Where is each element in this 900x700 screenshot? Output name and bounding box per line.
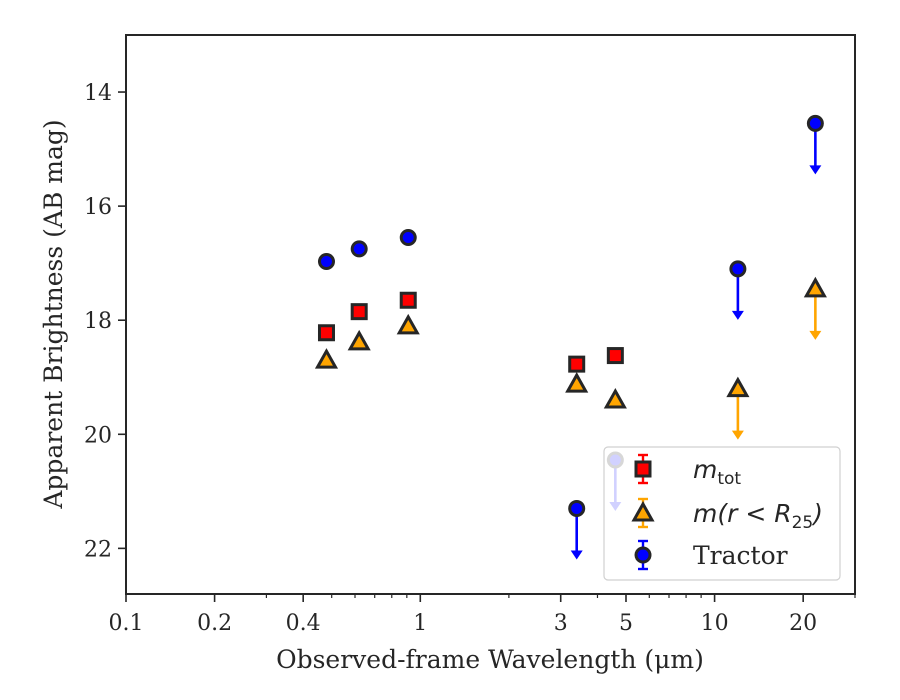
m-r25-point [314,348,339,369]
y-axis-label: Apparent Brightness (AB mag) [39,119,68,509]
legend-label: Tractor [693,541,788,570]
legend-label-sub: tot [717,469,741,489]
series-m-r25 [314,276,827,440]
x-tick-label: 10 [701,611,729,636]
x-tick-label: 1 [413,611,427,636]
tractor-point [350,240,368,258]
legend: mtot m(r < R25) Tractor [603,446,841,581]
legend-label-sub: 25 [792,513,814,533]
m-tot-point [568,355,586,373]
m-tot-point [350,303,368,321]
m-r25-point [565,372,589,393]
legend-label-rest: ) [811,499,823,528]
legend-marker [634,546,652,564]
marks-layer [314,114,827,560]
y-tick-label: 16 [84,195,112,220]
legend-box [603,446,841,581]
legend-label: mtot [693,455,741,489]
m-tot-point [399,291,417,309]
x-tick-label: 3 [554,611,568,636]
x-tick-label: 0.4 [286,611,321,636]
tractor-point [399,228,417,246]
x-tick-label: 0.1 [109,611,144,636]
tractor-point [317,252,335,270]
series-m-tot [317,291,624,373]
x-axis: 0.1 0.2 0.4 1 3 5 10 20 [109,594,856,636]
m-tot-point [317,324,335,342]
x-tick-label: 0.2 [197,611,232,636]
m-r25-point [347,329,371,351]
m-r25-point [803,276,827,298]
tractor-point [568,499,586,517]
tractor-point [729,260,747,278]
legend-label-main: m(r < R [693,499,792,528]
legend-label-main: Tractor [693,541,788,570]
y-tick-label: 14 [84,81,112,106]
y-tick-label: 18 [84,309,112,334]
m-r25-point [603,388,627,409]
y-tick-label: 22 [84,537,112,562]
legend-label-main: m [693,455,717,484]
m-r25-point [726,376,750,398]
plot-frame [125,34,856,595]
y-tick-label: 20 [84,423,112,448]
x-tick-label: 20 [789,611,817,636]
legend-marker [631,500,655,522]
m-r25-point [396,313,420,335]
x-axis-label: Observed-frame Wavelength (μm) [276,645,704,674]
x-tick-label: 5 [619,611,633,636]
legend-marker [634,460,652,478]
legend-label: m(r < R25) [693,499,823,533]
tractor-point [806,114,824,132]
y-axis: 14 16 18 20 22 [84,81,126,562]
m-tot-point [606,347,624,365]
